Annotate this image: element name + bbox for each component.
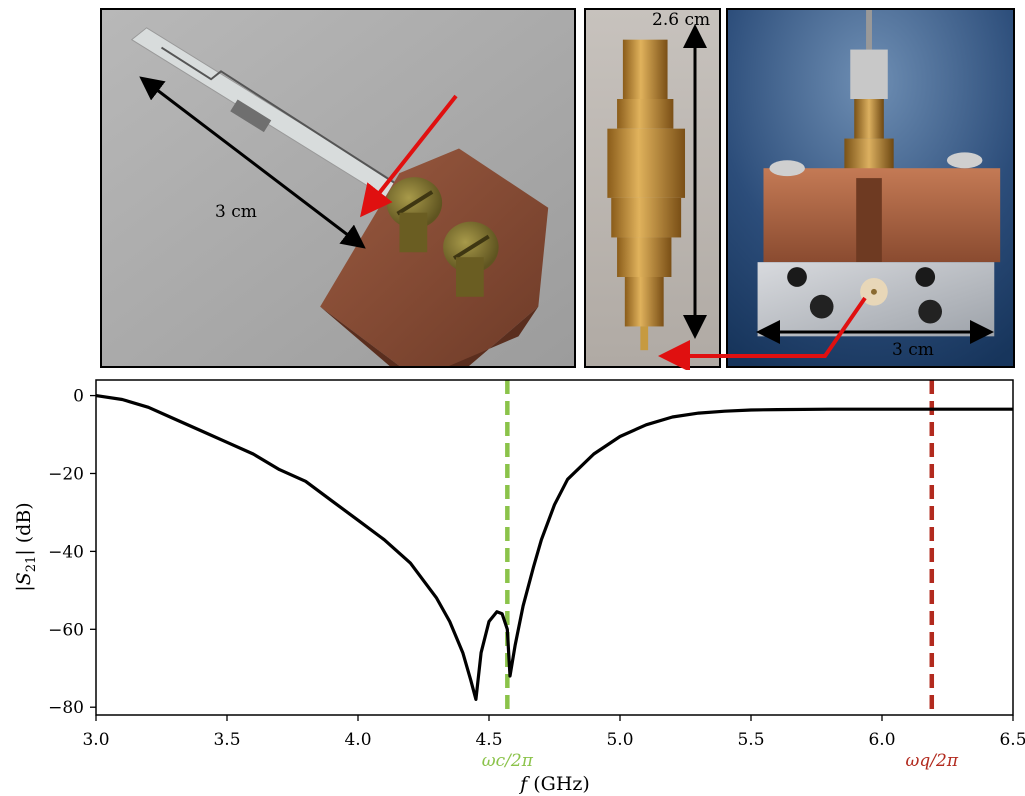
marker-lines [505,380,935,715]
y-tick-label-4: −80 [48,698,84,718]
x-axis-ticks: 3.0 3.5 4.0 4.5 5.0 5.5 6.0 6.5 [82,715,1025,750]
photo-sma-connector-image [586,10,719,366]
plot-frame [95,379,1014,716]
x-tick-label-0: 3.0 [82,730,109,750]
y-axis-label: |S21| (dB) [13,502,39,591]
s21-chart: 3.0 3.5 4.0 4.5 5.0 5.5 6.0 6.5 0 −20 −40 −60 −80 ω… [13,379,1025,795]
right-dimension-label: 3 cm [892,340,934,360]
marker-label-1: ωq/2π [906,751,959,771]
x-tick-label-4: 5.0 [606,730,633,750]
x-tick-label-5: 5.5 [737,730,764,750]
left-dimension-label: 3 cm [215,202,257,222]
y-tick-label-1: −20 [48,464,84,484]
middle-dimension-label: 2.6 cm [652,10,711,30]
photo-resonator-chip [100,8,576,368]
y-axis-ticks: 0 −20 −40 −60 −80 [48,387,96,718]
x-tick-label-3: 4.5 [475,730,502,750]
photo-assembled-package-image [728,10,1013,366]
y-tick-label-0: 0 [73,387,84,407]
photo-sma-connector [584,8,721,368]
x-tick-label-1: 3.5 [213,730,240,750]
marker-labels: ωc/2π ωq/2π [482,751,959,771]
x-tick-label-2: 4.0 [344,730,371,750]
photo-resonator-chip-image [102,10,574,366]
s21-series-line [95,394,1013,701]
x-tick-label-7: 6.5 [999,730,1025,750]
x-axis-label: f (GHz) [518,773,590,795]
photo-assembled-package [726,8,1015,368]
y-tick-label-2: −40 [48,542,84,562]
x-tick-label-6: 6.0 [868,730,895,750]
y-tick-label-3: −60 [48,620,84,640]
marker-label-0: ωc/2π [482,751,534,771]
